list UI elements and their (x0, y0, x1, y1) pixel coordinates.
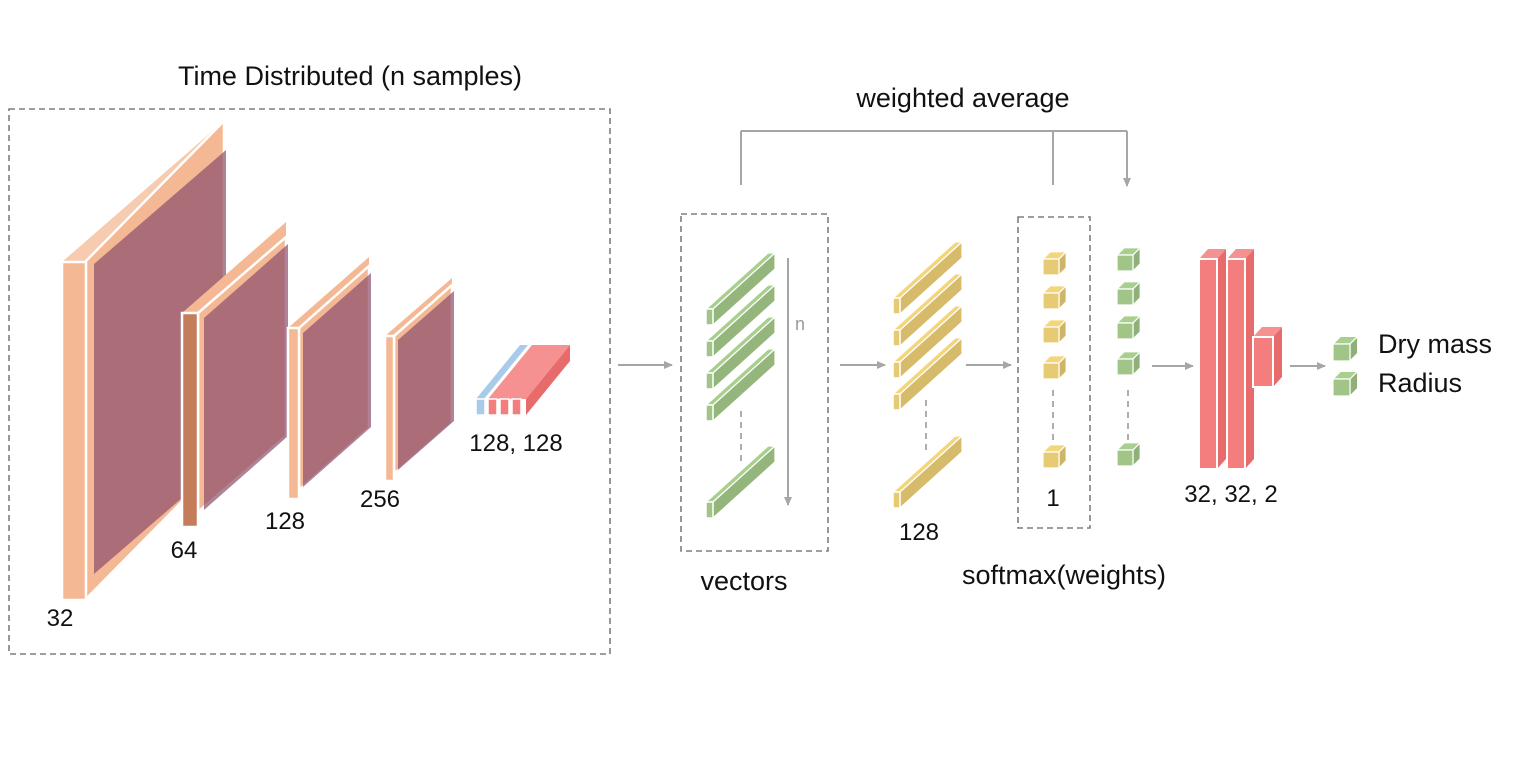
conv-label-64: 64 (171, 537, 198, 564)
weight-cube (1041, 250, 1068, 277)
conv-label-32: 32 (47, 605, 74, 632)
vector-bar (704, 444, 777, 520)
dense-vector-bar (891, 272, 964, 348)
averaged-cube (1115, 441, 1142, 468)
time-distributed-box (8, 108, 611, 655)
weight-cube (1041, 284, 1068, 311)
output-cube-dry-mass (1331, 334, 1360, 363)
weight-cube (1041, 354, 1068, 381)
vectors-label: vectors (700, 566, 787, 596)
n-label: n (795, 314, 805, 334)
vector-bar (704, 283, 777, 359)
vectors-box (680, 213, 829, 552)
conv-block-256 (383, 278, 454, 483)
vector-bar (704, 315, 777, 391)
weighted-average-label: weighted average (855, 83, 1069, 113)
vector-bar (704, 251, 777, 327)
dense-head-block (1198, 249, 1282, 470)
time-distributed-label: Time Distributed (n samples) (178, 61, 522, 91)
output-radius: Radius (1378, 368, 1462, 398)
conv-label-256: 256 (360, 486, 400, 513)
vector-bar (704, 347, 777, 423)
dense-head-label: 32, 32, 2 (1184, 481, 1277, 508)
averaged-cube (1115, 314, 1142, 341)
output-cubes (1331, 334, 1360, 398)
weight-size-label: 1 (1046, 485, 1059, 512)
output-cube-radius (1331, 369, 1360, 398)
weight-cube (1041, 443, 1068, 470)
conv-label-128: 128 (265, 508, 305, 535)
vector-stack (704, 251, 777, 520)
averaged-cube (1115, 246, 1142, 273)
dense-vector-bar (891, 240, 964, 316)
conv-block-128 (286, 257, 371, 501)
averaged-cube (1115, 280, 1142, 307)
softmax-box (1017, 216, 1091, 529)
dense-vector-bar (891, 434, 964, 510)
dense-pair-block (475, 345, 570, 416)
dense-vector-label: 128 (899, 519, 939, 546)
weighted-average-bracket (740, 130, 1131, 187)
dense-vector-bar (891, 336, 964, 412)
averaged-cubes (1115, 246, 1142, 468)
averaged-cube (1115, 350, 1142, 377)
output-dry-mass: Dry mass (1378, 329, 1492, 359)
softmax-label: softmax(weights) (962, 560, 1166, 590)
dense-vector-stack (891, 240, 964, 510)
weight-cubes (1041, 250, 1068, 470)
dense-pair-label: 128, 128 (469, 430, 562, 457)
dense-vector-bar (891, 304, 964, 380)
weight-cube (1041, 318, 1068, 345)
conv-block-64 (180, 222, 288, 529)
